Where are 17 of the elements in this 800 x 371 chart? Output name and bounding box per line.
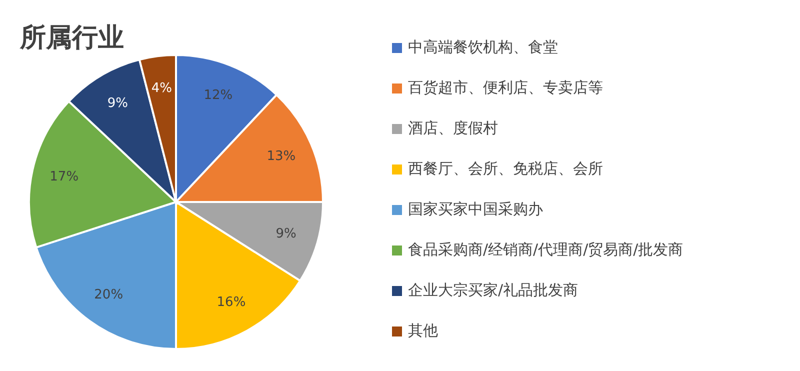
- legend-label: 企业大宗买家/礼品批发商: [408, 281, 578, 300]
- legend-label: 食品采购商/经销商/代理商/贸易商/批发商: [408, 240, 684, 259]
- legend-label: 其他: [408, 322, 438, 340]
- legend-label: 百货超市、便利店、专卖店等: [408, 78, 603, 97]
- chart-title: 所属行业: [19, 23, 124, 53]
- legend-label: 国家买家中国采购办: [408, 200, 543, 218]
- legend-label: 西餐厅、会所、免税店、会所: [408, 160, 603, 178]
- data-label: 20%: [94, 287, 124, 302]
- data-label: 13%: [266, 149, 296, 164]
- data-label: 9%: [107, 96, 128, 111]
- legend-label: 中高端餐饮机构、食堂: [408, 38, 558, 56]
- data-label: 4%: [151, 80, 172, 96]
- legend-label: 酒店、度假村: [408, 119, 498, 138]
- data-label: 16%: [216, 295, 246, 310]
- data-label: 9%: [276, 226, 296, 242]
- data-label: 12%: [204, 88, 233, 103]
- data-label: 17%: [50, 170, 79, 185]
